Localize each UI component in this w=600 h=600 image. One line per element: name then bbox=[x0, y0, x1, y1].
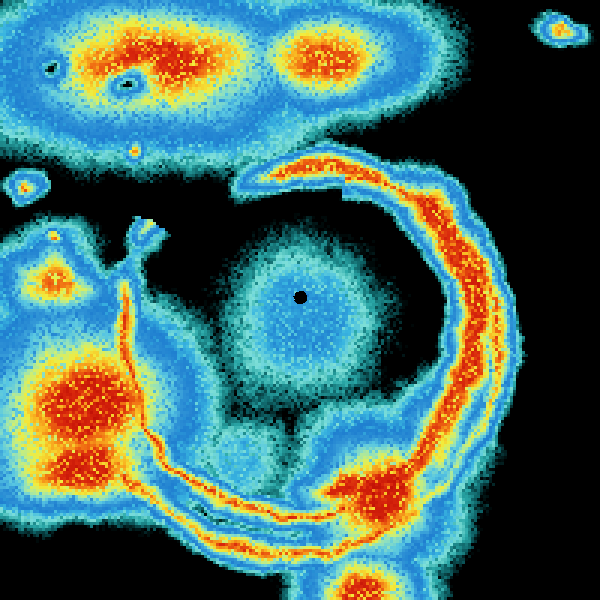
radar-imagery-canvas bbox=[0, 0, 600, 600]
radar-image-viewport bbox=[0, 0, 600, 600]
